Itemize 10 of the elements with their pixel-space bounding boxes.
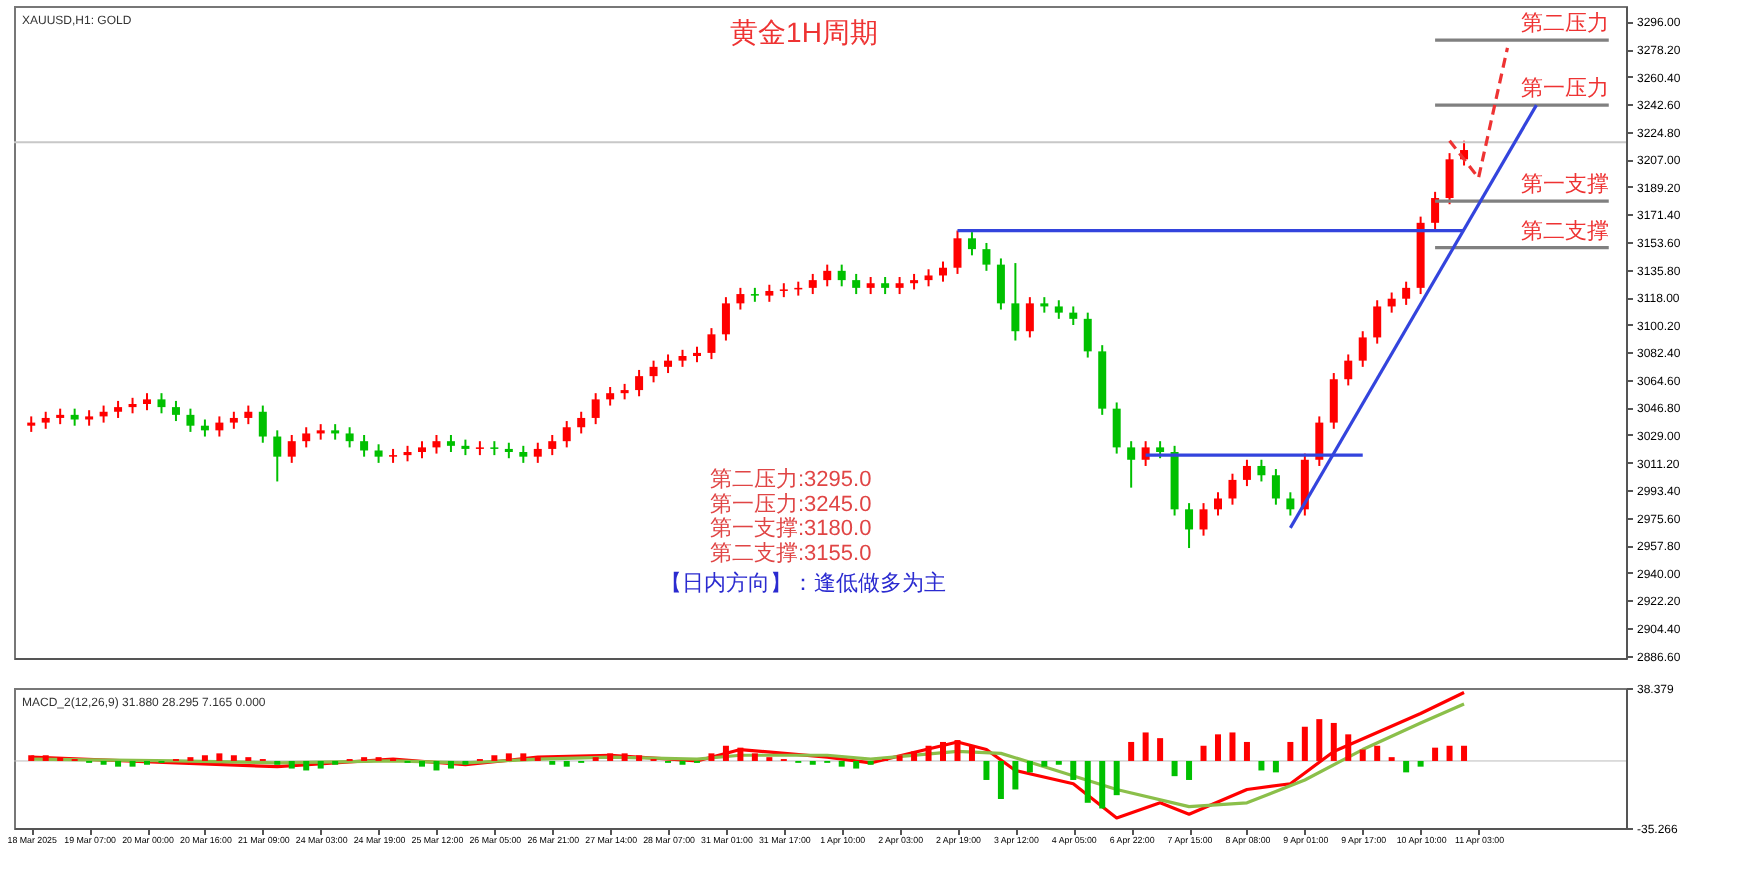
annotation: 第一压力:3245.0 <box>710 490 872 517</box>
series-label: 第一压力 <box>1520 75 1609 102</box>
series-label: 第二支撑 <box>1520 217 1609 244</box>
chart-title: 黄金1H周期 <box>730 16 878 48</box>
series-label: 第二压力 <box>1520 10 1609 37</box>
annotation: 第二支撑:3155.0 <box>710 539 872 566</box>
annotation: 第二压力:3295.0 <box>710 466 872 492</box>
series-label: 第一支撑 <box>1520 171 1609 198</box>
annotation: 【日内方向】：逢低做多为主 <box>660 570 946 596</box>
annotation: 第一支撑:3180.0 <box>710 515 872 542</box>
